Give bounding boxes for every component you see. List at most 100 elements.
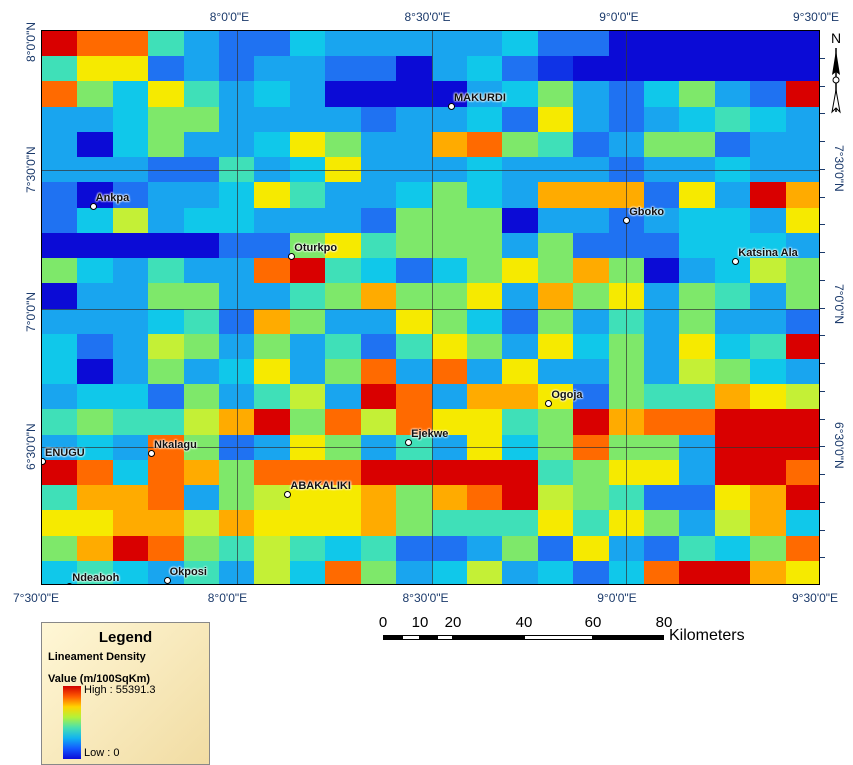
graticule-line [626,31,628,584]
raster-cell [466,409,503,436]
raster-cell [714,232,751,259]
scale-segment [593,635,664,640]
raster-cell [466,131,503,158]
raster-cell [360,207,397,234]
city-label: Gboko [629,205,665,218]
raster-cell [785,232,819,259]
city-label: Okposi [169,566,207,579]
raster-cell [396,459,432,486]
raster-cell [679,207,716,234]
scale-segment [383,635,402,640]
raster-cell [112,333,149,360]
raster-cell [431,131,468,158]
raster-cell [537,31,574,57]
raster-cell [289,31,326,57]
raster-cell [183,459,220,486]
left-coord-label: 7°0'0"N [24,291,38,332]
raster-cell [431,258,468,284]
raster-cell [750,485,787,511]
raster-cell [325,485,362,511]
raster-cell [112,485,149,511]
raster-cell [537,232,574,259]
raster-cell [289,535,326,562]
raster-cell [289,384,326,410]
raster-cell [183,56,220,82]
raster-cell [325,560,362,584]
graticule-line [42,447,819,449]
city-dot-icon [89,202,97,210]
raster-cell [714,560,751,584]
raster-cell [679,81,716,108]
raster-cell [77,510,114,537]
raster-cell [502,358,539,385]
city-label: Katsina Ala [738,247,798,260]
raster-cell [77,232,114,259]
raster-cell [679,182,716,209]
raster-cell [714,56,751,82]
city-label: MAKURDI [453,91,506,104]
raster-cell [643,358,680,385]
scale-segment [437,635,453,640]
raster-cell [750,81,787,108]
city-dot-icon [284,491,292,499]
raster-cell [360,182,397,209]
raster-cell [785,106,819,133]
raster-cell [750,358,787,385]
legend-subtitle: Lineament Density [48,651,146,663]
raster-cell [502,106,539,133]
raster-cell [573,535,610,562]
raster-cell [750,232,787,259]
raster-cell [502,308,539,335]
raster-cell [714,409,751,436]
left-coord-label: 6°30'0"N [24,423,38,471]
raster-cell [77,485,114,511]
raster-cell [573,308,610,335]
scale-number: 10 [411,614,429,631]
raster-cell [466,106,503,133]
raster-cell [289,131,326,158]
city-dot-icon [148,449,156,457]
raster-cell [289,283,326,309]
raster-cell [466,258,503,284]
raster-cell [714,535,751,562]
frame-tick [820,279,825,281]
raster-cell [112,510,149,537]
raster-cell [502,384,539,410]
raster-cell [148,106,185,133]
raster-cell [466,459,503,486]
raster-cell [148,333,185,360]
raster-cell [573,384,610,410]
raster-cell [148,182,185,209]
raster-cell [360,459,397,486]
raster-cell [325,510,362,537]
raster-cell [42,258,78,284]
raster-cell [254,308,291,335]
raster-cell [360,56,397,82]
graticule-line [42,169,819,171]
raster-cell [112,131,149,158]
raster-cell [289,358,326,385]
city-label: Nkalagu [154,438,197,451]
north-arrow-icon: N [831,30,841,114]
raster-cell [714,283,751,309]
raster-cell [254,106,291,133]
raster-cell [254,283,291,309]
raster-cell [714,485,751,511]
raster-cell [325,232,362,259]
raster-cell [289,409,326,436]
raster-cell [537,535,574,562]
raster-cell [360,232,397,259]
raster-cell [289,485,326,511]
raster-cell [396,207,432,234]
raster-cell [643,131,680,158]
raster-cell [289,207,326,234]
city-dot-icon [732,258,740,266]
raster-cell [183,207,220,234]
raster-cell [254,409,291,436]
raster-cell [254,459,291,486]
raster-cell [466,81,503,108]
raster-cell [643,283,680,309]
raster-cell [183,283,220,309]
raster-cell [396,81,432,108]
raster-cell [77,560,114,584]
